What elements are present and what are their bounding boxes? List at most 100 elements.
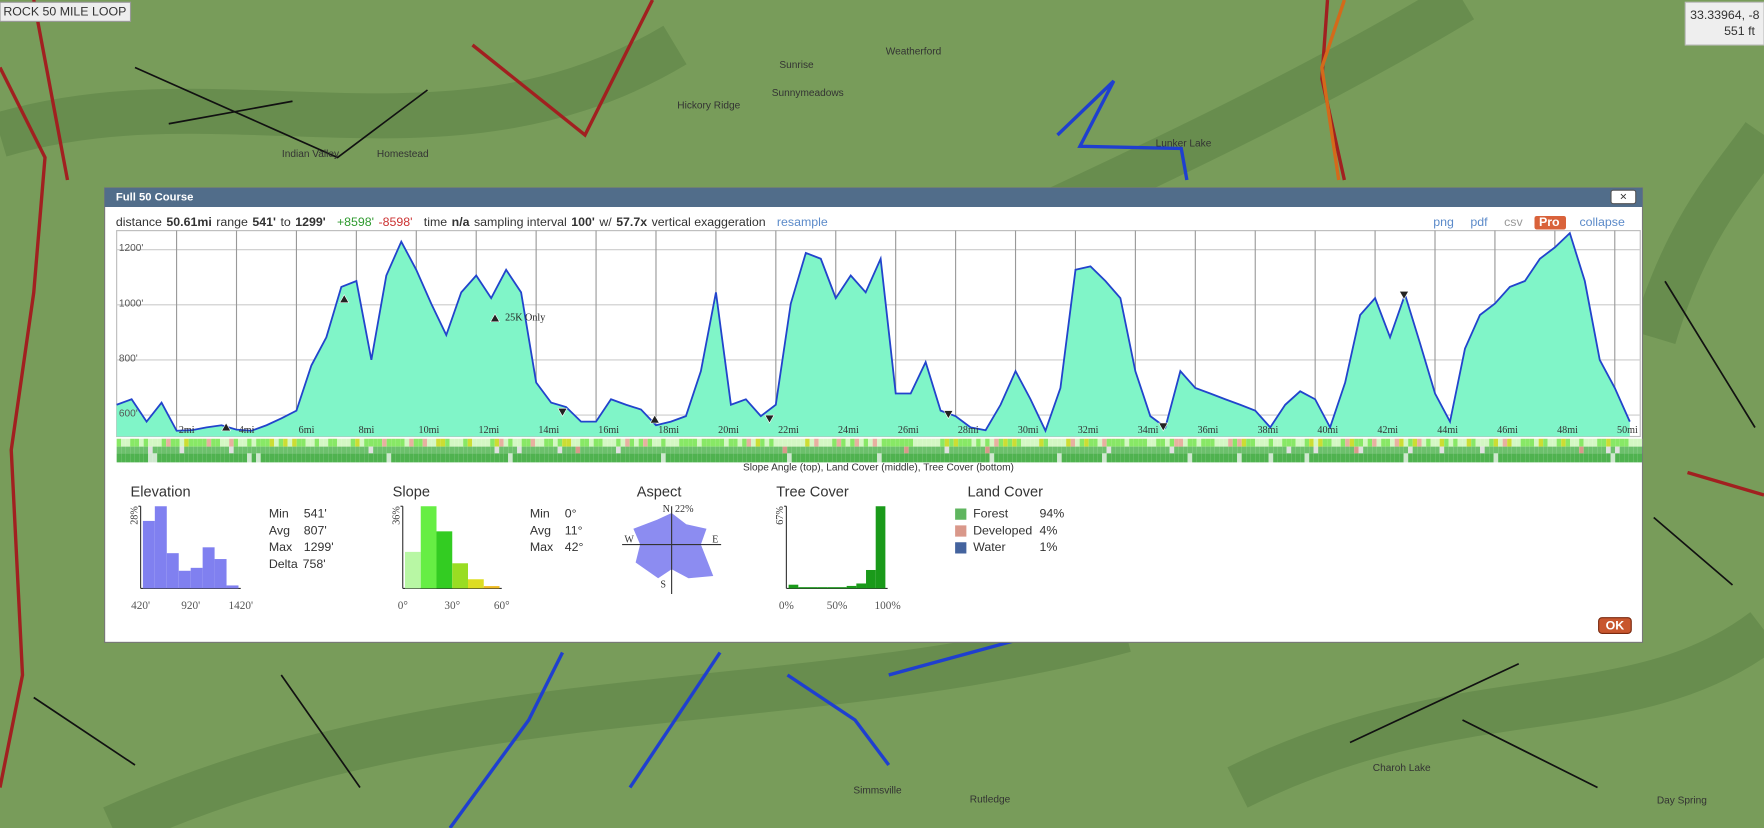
treecover-stripe [1165,453,1170,463]
aspect-label: E [712,534,718,545]
landcover-stripe [1219,446,1224,454]
landcover-stripe [1061,446,1067,454]
treecover-stripe [1628,453,1634,463]
slope-stripe [1444,438,1449,447]
pro-badge[interactable] [1534,216,1567,230]
landcover-stripe [881,446,887,454]
treecover-stripe [1187,453,1193,463]
stat: distance [116,215,162,229]
close-label[interactable]: × [1620,190,1627,204]
map-label: Homestead [377,149,429,160]
landcover-stripe [382,446,387,454]
landcover-stripe [1304,446,1310,454]
waypoint [490,313,500,323]
slope-stripe [737,438,743,447]
link[interactable]: csv [1504,215,1523,229]
landcover-stripe [989,446,995,454]
slope-stripe [1412,438,1418,447]
slope-stripe [1183,438,1188,447]
slope-stripe [899,438,905,447]
ok-label[interactable]: OK [1606,618,1625,632]
treecover-stripe [431,453,437,463]
treecover-stripe [800,453,806,463]
treecover-stripe [1205,453,1211,463]
treecover-stripe [854,453,860,463]
stat[interactable]: resample [777,215,828,229]
treecover-stripe [1255,453,1260,463]
close-button[interactable] [1610,189,1637,205]
treecover-stripe [710,453,716,463]
treecover-stripe [562,453,567,463]
slope-stripe [881,438,887,447]
treecover-stripe [521,453,527,463]
slope-stripe [1210,438,1215,447]
slope-stripe [1025,438,1031,447]
slope-stripe [1111,438,1116,447]
treecover-stripe [1390,453,1395,463]
landcover-stripe [1363,446,1368,454]
treecover-stripe [872,453,878,463]
landcover-stripe [575,446,581,454]
slope-stripe [976,438,981,447]
link[interactable]: collapse [1580,215,1625,229]
treecover-stripe [1570,453,1575,463]
slope-stripe [449,438,455,447]
slope-stripe [791,438,797,447]
y-tick-label: 1200' [119,243,143,254]
ok-button[interactable] [1598,617,1632,634]
slope-stripe [274,438,279,447]
link[interactable]: Pro [1539,215,1560,229]
treecover-stripe [1327,453,1332,463]
treecover-stripe [1507,453,1512,463]
slope-stripe [1345,438,1350,447]
treecover-stripe [1358,453,1364,463]
slope-stripe [1093,438,1098,447]
slope-stripe [508,438,513,447]
treecover-stripe [580,453,585,463]
landcover-stripe [1408,446,1413,454]
landcover-stripe [1412,446,1418,454]
slope-stripe [368,438,374,447]
slope-stripe [143,438,149,447]
slope-stripe [611,438,617,447]
treecover-stripe [868,453,873,463]
hist-bar [142,520,155,589]
slope-stripe [773,438,779,447]
treecover-stripe [1381,453,1386,463]
slope-stripe [670,438,675,447]
landcover-stripe [449,446,455,454]
landcover-stripe [1390,446,1395,454]
slope-stripe [494,438,500,447]
landcover-stripe [1511,446,1517,454]
landcover-stripe [368,446,374,454]
treecover-stripe [355,453,360,463]
slope-stripe [629,438,635,447]
link[interactable]: png [1433,215,1454,229]
treecover-stripe [733,453,738,463]
hist-bar [405,551,421,589]
landcover-stripe [184,446,189,454]
slope-stripe [1151,438,1157,447]
link[interactable]: pdf [1470,215,1488,229]
treecover-stripe [1466,453,1472,463]
landcover-stripe [454,446,459,454]
slope-stripe [521,438,527,447]
treecover-stripe [1318,453,1323,463]
landcover-stripe [1210,446,1215,454]
landcover-stripe [827,446,833,454]
slope-stripe [760,438,765,447]
landcover-stripe [980,446,986,454]
landcover-stripe [521,446,527,454]
land-value: 94% [1040,506,1065,520]
slope-stripe [485,438,491,447]
landcover-stripe [1300,446,1305,454]
landcover-stripe [1277,446,1283,454]
treecover-stripe [787,453,792,463]
slope-stripe [134,438,140,447]
landcover-stripe [832,446,837,454]
landcover-stripe [247,446,252,454]
slope-stripe [1601,438,1607,447]
land-name: Water [973,540,1006,554]
landcover-stripe [1115,446,1121,454]
x-label: 0% [779,600,794,612]
